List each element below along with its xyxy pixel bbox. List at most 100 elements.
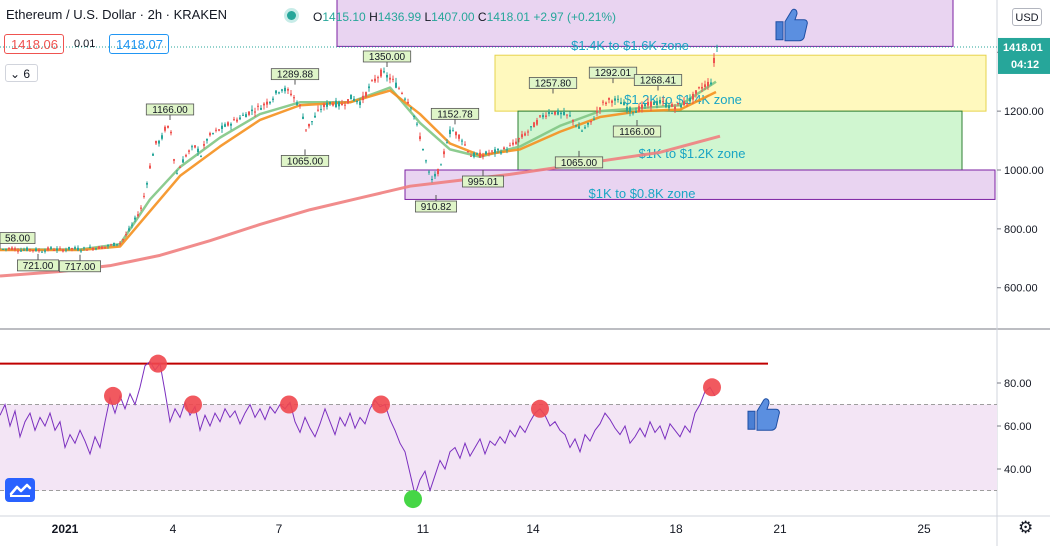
candle-body <box>644 104 646 107</box>
candle-body <box>179 166 181 168</box>
high-label: H <box>369 10 378 24</box>
candle-body <box>221 125 223 129</box>
candle-body <box>587 122 589 125</box>
candle-body <box>347 99 349 104</box>
candle-body <box>203 144 205 146</box>
candle-body <box>26 247 28 251</box>
candle-body <box>398 88 400 90</box>
candle-body <box>20 250 22 252</box>
candle-body <box>365 92 367 97</box>
ohlc-values: O1415.10 H1436.99 L1407.00 C1418.01 +2.9… <box>313 10 616 24</box>
rsi-overbought-marker <box>703 378 721 397</box>
candle-body <box>104 246 106 248</box>
candle-body <box>659 99 661 104</box>
rsi-overbought-marker <box>280 395 298 414</box>
candle-body <box>404 98 406 100</box>
close-label: C <box>477 10 487 24</box>
tradingview-logo-icon[interactable] <box>5 478 35 502</box>
candle-body <box>224 124 226 127</box>
buy-button[interactable]: 1418.07 <box>109 34 169 54</box>
candle-body <box>479 152 481 158</box>
candle-body <box>380 69 382 77</box>
candle-body <box>68 246 70 250</box>
price-label-box <box>0 232 36 244</box>
currency-button[interactable]: USD <box>1012 8 1042 26</box>
time-tick-label: 21 <box>773 522 787 536</box>
candle-body <box>155 140 157 144</box>
candle-body <box>212 133 214 135</box>
candle-body <box>50 247 52 249</box>
candle-body <box>17 250 19 252</box>
candle-body <box>692 93 694 100</box>
rsi-overbought-marker <box>184 395 202 414</box>
candle-body <box>689 97 691 102</box>
candle-body <box>44 250 46 252</box>
price-label-box <box>528 77 578 89</box>
candle-body <box>338 101 340 107</box>
candle-body <box>461 140 463 142</box>
candle-body <box>698 87 700 89</box>
candle-body <box>620 102 622 105</box>
time-tick-label: 11 <box>417 522 430 536</box>
thumb-hand <box>756 398 780 431</box>
candle-body <box>134 217 136 220</box>
candle-body <box>35 248 37 252</box>
price-label-box <box>461 175 504 188</box>
price-tick-label: 800.00 <box>1004 224 1038 236</box>
candle-body <box>245 114 247 118</box>
candle-body <box>422 148 424 151</box>
candle-body <box>158 140 160 144</box>
candle-body <box>557 110 559 115</box>
candle-body <box>8 247 10 249</box>
candle-body <box>206 138 208 141</box>
candle-body <box>650 101 652 107</box>
candle-body <box>191 146 193 148</box>
candle-body <box>62 249 64 252</box>
candle-body <box>95 248 97 250</box>
candle-body <box>344 104 346 106</box>
gear-icon[interactable]: ⚙ <box>1018 518 1034 537</box>
candle-body <box>674 106 676 110</box>
candle-body <box>197 148 199 153</box>
candle-body <box>101 246 103 249</box>
candle-body <box>116 244 118 246</box>
zone-rect <box>336 0 954 47</box>
candle-body <box>467 151 469 153</box>
price-label-box <box>430 107 480 120</box>
price-label-text: 58.00 <box>5 234 30 245</box>
price-label-text: 1268.41 <box>640 76 677 87</box>
close-value: 1418.01 <box>486 10 530 24</box>
candle-body <box>638 106 640 112</box>
candle-body <box>218 129 220 131</box>
candle-body <box>416 123 418 125</box>
candle-body <box>542 115 544 118</box>
candle-body <box>626 107 628 111</box>
price-label-box <box>145 103 195 116</box>
candle-body <box>296 102 298 105</box>
candle-body <box>242 114 244 116</box>
candle-body <box>500 151 502 154</box>
zone-label: $1.4K to $1.6K zone <box>571 38 689 53</box>
candle-body <box>671 104 673 107</box>
candle-body <box>566 114 568 116</box>
candle-body <box>269 101 271 104</box>
interval-selector[interactable]: ⌄ 6 <box>5 64 38 82</box>
high-value: 1436.99 <box>377 10 422 24</box>
candle-body <box>305 129 307 131</box>
candle-body <box>410 107 412 109</box>
sell-button[interactable]: 1418.06 <box>4 34 64 54</box>
candle-body <box>209 133 211 136</box>
price-label-text: 717.00 <box>65 262 96 273</box>
candle-body <box>554 111 556 115</box>
candle-body <box>86 249 88 251</box>
candle-body <box>431 179 433 181</box>
candle-body <box>293 97 295 99</box>
candle-body <box>665 102 667 108</box>
time-tick-label: 7 <box>276 522 283 536</box>
candle-body <box>359 101 361 105</box>
candle-body <box>575 125 577 127</box>
candle-body <box>59 248 61 250</box>
candle-body <box>455 131 457 136</box>
candle-body <box>263 103 265 106</box>
